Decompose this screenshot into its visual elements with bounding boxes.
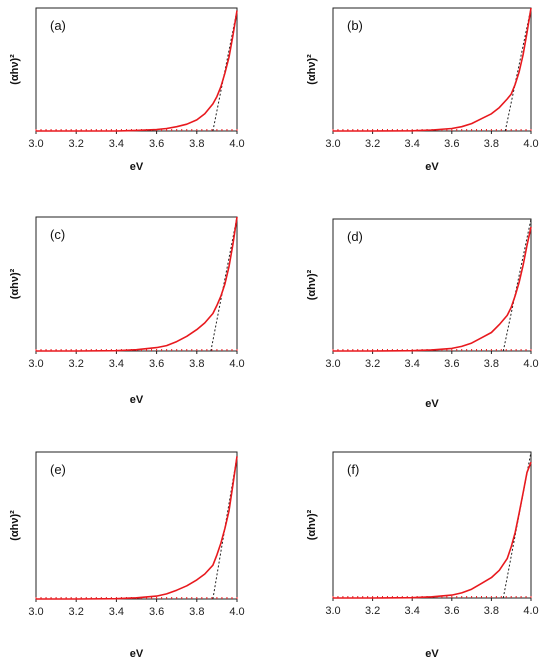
x-tick-label: 4.0 [523,605,538,617]
x-tick-label: 3.4 [405,138,420,150]
x-tick-label: 3.6 [149,358,164,370]
chart-panel: 3.0 3.2 3.4 3.6 3.8 4.0 eV (αhν)² (c) [9,216,245,406]
x-tick-label: 3.0 [325,358,340,370]
data-line [36,456,238,600]
x-tick-label: 3.8 [189,606,204,618]
chart-panel: 3.0 3.2 3.4 3.6 3.8 4.0 eV (αhν)² (f) [306,451,539,660]
chart-panel: 3.0 3.2 3.4 3.6 3.8 4.0 eV (αhν)² (b) [306,7,539,173]
x-tick-label: 4.0 [523,358,538,370]
panel-label: (c) [50,227,65,242]
x-axis-label: eV [425,398,439,410]
x-tick-label: 3.8 [484,605,499,617]
y-axis-label: (αhν)² [306,509,318,540]
x-tick-label: 3.0 [28,138,43,150]
x-axis-label: eV [425,161,439,173]
x-axis-label: eV [425,648,439,660]
x-tick-label: 3.2 [365,605,380,617]
chart-panel: 3.0 3.2 3.4 3.6 3.8 4.0 eV (αhν)² (d) [306,218,539,410]
tangent-line [502,451,532,599]
x-tick-label: 3.8 [484,138,499,150]
x-tick-label: 3.0 [28,606,43,618]
x-tick-label: 4.0 [229,138,244,150]
x-axis-label: eV [130,648,144,660]
x-tick-label: 4.0 [523,138,538,150]
x-tick-label: 3.8 [189,358,204,370]
panel-label: (d) [347,229,363,244]
x-tick-label: 4.0 [229,606,244,618]
data-line [333,7,532,132]
x-tick-label: 3.2 [69,606,84,618]
x-tick-label: 3.0 [325,605,340,617]
y-axis-label: (αhν)² [9,54,21,85]
x-tick-label: 3.2 [69,358,84,370]
x-tick-label: 3.6 [444,138,459,150]
x-tick-label: 3.4 [109,606,124,618]
x-axis-label: eV [130,394,144,406]
panel-label: (b) [347,18,363,33]
x-tick-label: 3.6 [444,358,459,370]
x-tick-label: 3.6 [149,138,164,150]
x-tick-label: 3.0 [325,138,340,150]
x-tick-label: 3.2 [365,358,380,370]
x-axis-label: eV [130,161,144,173]
y-axis-label: (αhν)² [306,269,318,300]
x-tick-label: 3.2 [69,138,84,150]
x-tick-label: 3.4 [405,358,420,370]
x-tick-label: 4.0 [229,358,244,370]
y-axis-label: (αhν)² [306,54,318,85]
data-line [36,216,238,352]
panel-label: (f) [347,462,359,477]
data-line [333,226,532,352]
x-tick-label: 3.0 [28,358,43,370]
chart-panel: 3.0 3.2 3.4 3.6 3.8 4.0 eV (αhν)² (e) [9,451,245,660]
x-tick-label: 3.4 [109,138,124,150]
x-tick-label: 3.2 [365,138,380,150]
plot-frame [35,451,238,600]
tangent-line [502,218,532,352]
tangent-line [504,7,532,132]
plot-frame [35,216,238,352]
x-tick-label: 3.8 [484,358,499,370]
data-line [333,461,532,599]
plot-frame [332,451,532,599]
panel-label: (a) [50,18,66,33]
data-line [36,10,238,132]
tangent-line [210,216,238,352]
x-tick-label: 3.8 [189,138,204,150]
x-tick-label: 3.6 [149,606,164,618]
y-axis-label: (αhν)² [9,268,21,299]
panel-label: (e) [50,462,66,477]
y-axis-label: (αhν)² [9,510,21,541]
x-tick-label: 3.6 [444,605,459,617]
chart-panel: 3.0 3.2 3.4 3.6 3.8 4.0 eV (αhν)² (a) [9,7,245,173]
x-tick-label: 3.4 [405,605,420,617]
x-tick-label: 3.4 [109,358,124,370]
